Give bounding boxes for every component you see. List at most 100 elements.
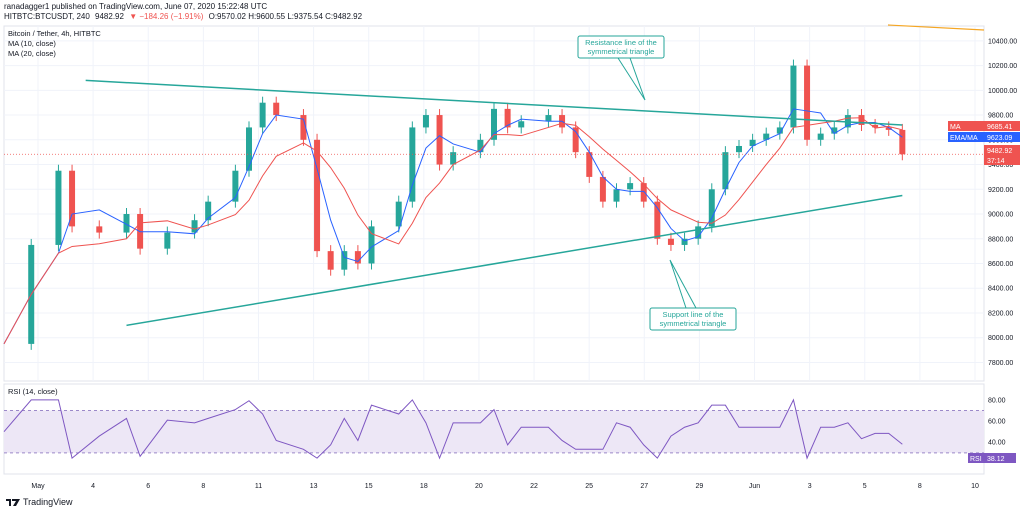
candle-body bbox=[409, 127, 416, 202]
rsi-tick-label: 80.00 bbox=[988, 397, 1006, 404]
time-tick-label: 6 bbox=[146, 483, 150, 490]
time-tick-label: 4 bbox=[91, 483, 95, 490]
price-tick-label: 8400.00 bbox=[988, 286, 1013, 293]
resistance-line bbox=[85, 79, 903, 126]
last-price: 9482.92 bbox=[95, 12, 124, 21]
price-tick-label: 9800.00 bbox=[988, 113, 1013, 120]
price-tick-label: 10400.00 bbox=[988, 38, 1017, 45]
candle-body bbox=[763, 133, 770, 140]
price-pane[interactable] bbox=[3, 25, 985, 382]
tradingview-logo[interactable]: TradingView bbox=[6, 497, 73, 507]
candle-body bbox=[55, 170, 62, 245]
price-axis: 7800.00 8000.00 8200.00 8400.00 8600.00 8800.… bbox=[988, 38, 1017, 367]
candle-body bbox=[858, 115, 865, 125]
candle-body bbox=[518, 121, 525, 128]
price-tick-label: 8600.00 bbox=[988, 261, 1013, 268]
time-tick-label: 15 bbox=[365, 483, 373, 490]
candle-body bbox=[96, 226, 103, 233]
candle-body bbox=[776, 127, 783, 134]
publish-info: ranadagger1 published on TradingView.com… bbox=[4, 2, 268, 11]
price-tick-label: 8200.00 bbox=[988, 310, 1013, 317]
rsi-tag-label: RSI bbox=[970, 456, 982, 463]
time-tick-label: 8 bbox=[201, 483, 205, 490]
tradingview-icon bbox=[6, 497, 20, 507]
rsi-axis: 40.00 60.00 80.00 bbox=[988, 397, 1006, 446]
candle-body bbox=[191, 220, 198, 233]
price-tag-label-bg bbox=[948, 132, 984, 142]
candle-body bbox=[368, 226, 375, 264]
candle-body bbox=[695, 226, 702, 239]
rsi-tick-label: 40.00 bbox=[988, 440, 1006, 447]
price-tag-value: 37:14 bbox=[987, 158, 1005, 165]
time-tick-label: May bbox=[31, 483, 45, 490]
candle-body bbox=[736, 145, 742, 153]
price-tag-value-bg bbox=[984, 155, 1020, 165]
time-tick-label: 13 bbox=[310, 483, 318, 490]
time-tick-label: 8 bbox=[918, 483, 922, 490]
rsi-line bbox=[3, 398, 903, 460]
candle-body bbox=[504, 108, 511, 128]
support-callout-line1: Support line of the bbox=[663, 310, 724, 319]
time-tick-label: 29 bbox=[696, 483, 704, 490]
candle-body bbox=[314, 139, 321, 252]
candle-body bbox=[232, 170, 239, 202]
candle-body bbox=[654, 201, 661, 239]
tradingview-brand: TradingView bbox=[23, 497, 73, 507]
candle-body bbox=[422, 115, 429, 128]
price-tag-value-bg bbox=[984, 145, 1020, 155]
rsi-tick-label: 60.00 bbox=[988, 419, 1006, 426]
candle-body bbox=[395, 201, 402, 227]
ma-slow-line bbox=[3, 117, 903, 345]
time-tick-label: 20 bbox=[475, 483, 483, 490]
candle-body bbox=[613, 189, 620, 202]
candle-body bbox=[327, 251, 334, 270]
candle-body bbox=[872, 124, 879, 128]
time-tick-label: 22 bbox=[530, 483, 538, 490]
price-tick-label: 9400.00 bbox=[988, 162, 1013, 169]
price-tag-value: 9623.09 bbox=[987, 135, 1012, 142]
orange-line bbox=[887, 24, 985, 31]
time-tick-label: 3 bbox=[808, 483, 812, 490]
rsi-value-tag: RSI 38.12 bbox=[968, 453, 1016, 463]
time-tick-label: 18 bbox=[420, 483, 428, 490]
price-series bbox=[3, 59, 984, 460]
price-tag-label: MA bbox=[950, 124, 961, 131]
candle-body bbox=[681, 238, 688, 245]
candle-body bbox=[545, 115, 552, 122]
price-change: ▼ −184.26 (−1.91%) bbox=[129, 12, 204, 21]
price-tag-value-bg bbox=[984, 132, 1020, 142]
candle-body bbox=[300, 115, 307, 140]
price-tick-label: 8000.00 bbox=[988, 335, 1013, 342]
candle-body bbox=[205, 201, 212, 221]
trendlines bbox=[85, 79, 903, 327]
symbol-label: HITBTC:BTCUSDT, 240 bbox=[4, 12, 90, 21]
time-tick-label: 25 bbox=[585, 483, 593, 490]
price-tick-label: 8800.00 bbox=[988, 236, 1013, 243]
time-tick-label: 10 bbox=[971, 483, 979, 490]
price-tag-label-bg bbox=[948, 121, 984, 131]
candle-body bbox=[123, 214, 130, 233]
candle-body bbox=[627, 183, 634, 190]
time-tick-label: 27 bbox=[640, 483, 648, 490]
candle-body bbox=[817, 133, 824, 140]
candle-body bbox=[259, 102, 266, 128]
candle-body bbox=[749, 139, 756, 146]
time-tick-label: 5 bbox=[863, 483, 867, 490]
candle-body bbox=[885, 127, 892, 130]
price-tag-label: EMA/MA bbox=[950, 135, 978, 142]
time-axis: May 4 6 8 11 13 15 18 20 22 25 27 29 Jun 3 5 8 10 bbox=[31, 483, 979, 490]
legend-ma10: MA (10, close) bbox=[8, 39, 56, 48]
support-callout: Support line of the symmetrical triangle bbox=[649, 259, 737, 331]
price-tick-label: 10200.00 bbox=[988, 63, 1017, 70]
candle-body bbox=[477, 139, 484, 153]
candle-body bbox=[354, 251, 361, 264]
candle-body bbox=[273, 102, 280, 116]
chart-title: Bitcoin / Tether, 4h, HITBTC bbox=[8, 29, 101, 38]
symbol-info: HITBTC:BTCUSDT, 240 9482.92 ▼ −184.26 (−… bbox=[4, 12, 1004, 22]
price-tag-value: 9482.92 bbox=[987, 148, 1012, 155]
candle-body bbox=[164, 232, 171, 249]
candle-body bbox=[831, 127, 838, 134]
candle-body bbox=[722, 152, 729, 190]
time-tick-label: Jun bbox=[749, 483, 760, 490]
